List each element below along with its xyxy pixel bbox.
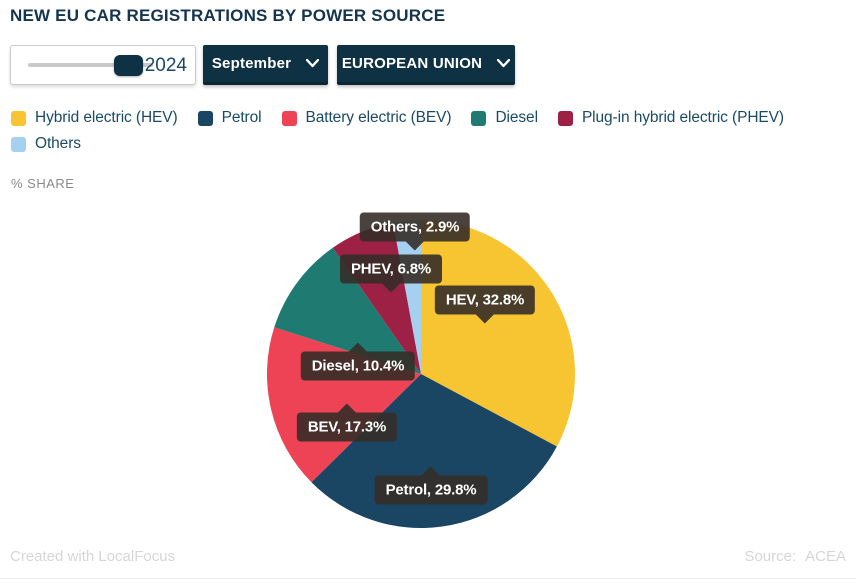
legend-swatch — [11, 136, 26, 152]
legend-item: Plug-in hybrid electric (PHEV) — [557, 109, 784, 127]
slider-thumb[interactable] — [114, 55, 143, 76]
legend: Hybrid electric (HEV) Petrol Battery elect… — [11, 109, 841, 153]
region-dropdown-label: EUROPEAN UNION — [341, 55, 483, 72]
legend-label: Hybrid electric (HEV) — [35, 109, 178, 126]
chevron-down-icon — [306, 59, 320, 68]
pie-label-petrol: Petrol, 29.8% — [374, 475, 488, 505]
source-value: ACEA — [805, 548, 846, 565]
legend-item: Others — [11, 135, 81, 153]
legend-label: Battery electric (BEV) — [305, 109, 452, 126]
pie-label-others: Others, 2.9% — [359, 212, 471, 242]
source: Source: ACEA — [744, 548, 846, 565]
slider-value: 2024 — [144, 55, 187, 76]
chevron-down-icon — [497, 59, 511, 68]
legend-label: Plug-in hybrid electric (PHEV) — [581, 109, 784, 126]
pie-slice-hev[interactable] — [421, 220, 575, 447]
source-label: Source: — [744, 548, 797, 565]
legend-swatch — [281, 110, 297, 126]
legend-label: Petrol — [221, 109, 262, 126]
pie-label-phev: PHEV, 6.8% — [340, 254, 442, 284]
month-dropdown-label: September — [211, 55, 292, 72]
pie-label-hev: HEV, 32.8% — [434, 285, 536, 315]
pie-label-diesel: Diesel, 10.4% — [300, 351, 416, 381]
legend-swatch — [557, 110, 573, 126]
legend-label: Diesel — [495, 109, 538, 126]
legend-item: Battery electric (BEV) — [281, 109, 452, 127]
pie-slice-diesel[interactable] — [274, 247, 421, 374]
legend-item: Hybrid electric (HEV) — [11, 109, 178, 127]
pie-label-bev: BEV, 17.3% — [296, 412, 398, 442]
credit: Created with LocalFocus — [10, 548, 176, 565]
pie-slice-petrol[interactable] — [311, 374, 557, 528]
legend-swatch — [11, 110, 26, 126]
divider — [0, 578, 856, 579]
legend-swatch — [197, 110, 213, 126]
legend-item: Diesel — [471, 109, 538, 127]
month-dropdown[interactable]: September — [203, 45, 328, 85]
page-title: NEW EU CAR REGISTRATIONS BY POWER SOURCE — [10, 6, 446, 25]
slider-track[interactable] — [28, 63, 153, 67]
year-slider[interactable]: 2024 — [10, 45, 196, 85]
legend-item: Petrol — [197, 109, 262, 127]
axis-label: % SHARE — [11, 176, 75, 191]
legend-label: Others — [35, 135, 81, 152]
region-dropdown[interactable]: EUROPEAN UNION — [337, 45, 515, 85]
legend-swatch — [471, 110, 487, 126]
